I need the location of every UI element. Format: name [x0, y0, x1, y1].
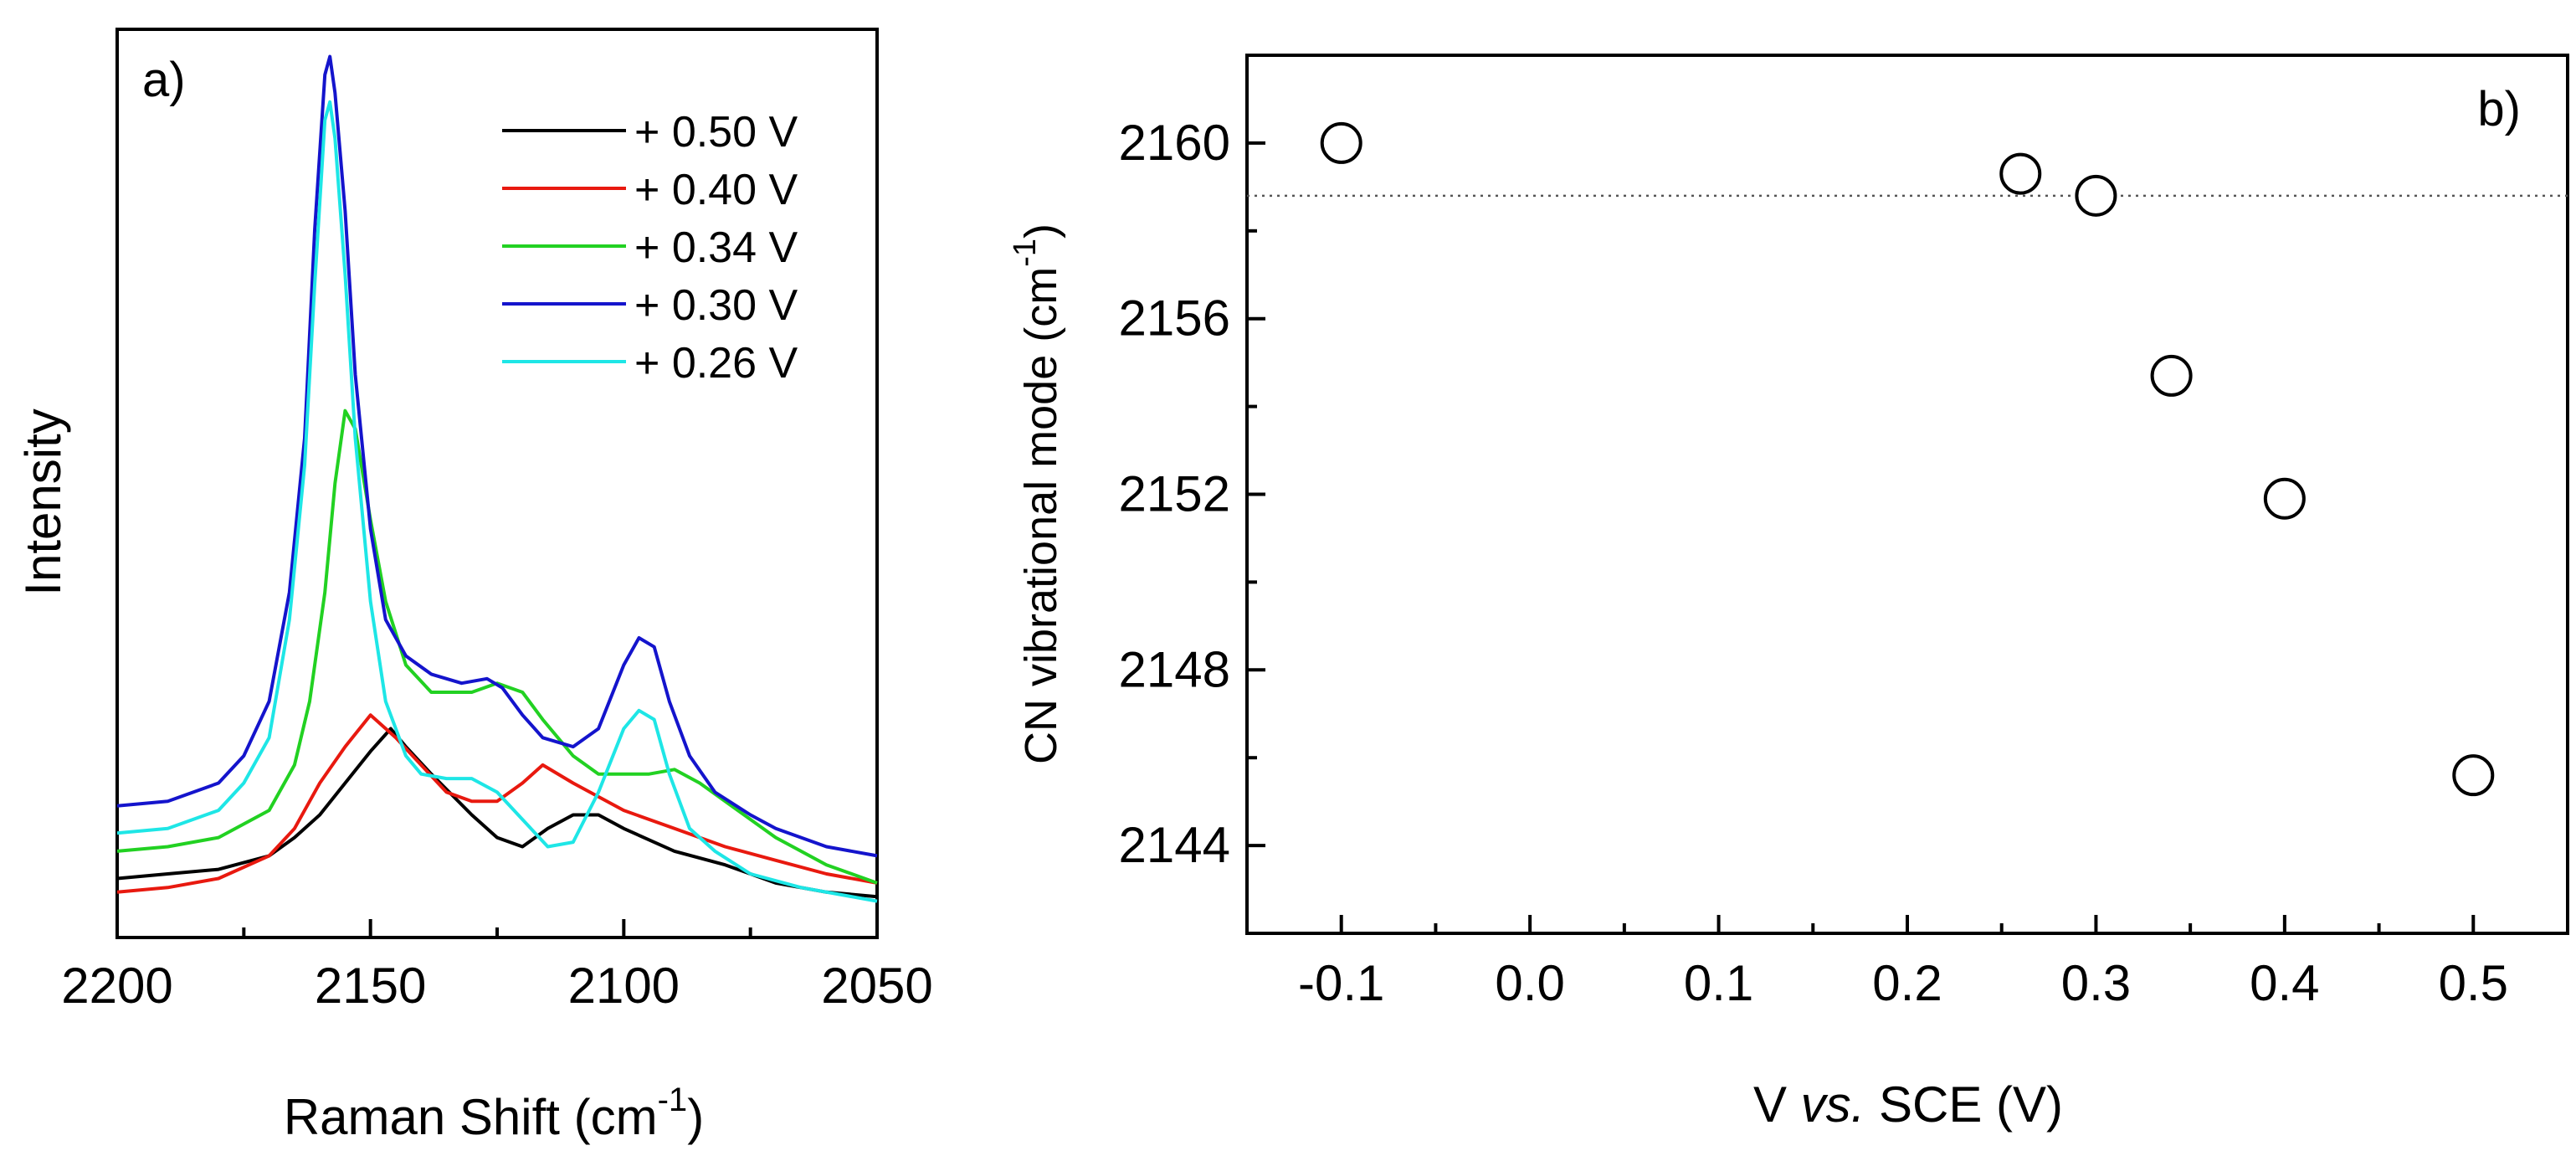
panel-a-x-axis-label: Raman Shift (cm-1)	[284, 1081, 704, 1145]
panel-b-y-tick-label: 2144	[1119, 817, 1230, 873]
panel-a-raman-spectra: a) 2200 2150 2100 2050 + 0.50 V+ 0.40 V+ 0.…	[15, 28, 933, 1145]
data-point	[2150, 354, 2193, 397]
series-line-0-50-v	[116, 727, 878, 899]
panel-a-x-tick-label: 2200	[61, 958, 172, 1014]
data-point	[1320, 121, 1362, 164]
panel-b-y-tick-label: 2152	[1119, 466, 1230, 522]
panel-a-x-tick-label: 2050	[821, 958, 932, 1014]
panel-a-y-axis-label: Intensity	[15, 408, 71, 595]
panel-b-cn-mode-vs-potential: b) -0.1 0.0 0.1 0.2 0.3 0.4 0.5 2144 2148 2152 215…	[1008, 54, 2569, 1133]
series-line-0-34-v	[116, 408, 878, 885]
panel-b-y-tick-label: 2160	[1119, 115, 1230, 171]
panel-b-x-tick-label: 0.4	[2250, 955, 2319, 1011]
panel-b-label: b)	[2477, 82, 2521, 136]
panel-b-data-points	[1320, 121, 2495, 797]
series-line-0-30-v	[116, 54, 878, 858]
panel-a-series-group	[116, 54, 878, 903]
panel-a-x-tick-label: 2100	[568, 958, 680, 1014]
data-point	[2075, 174, 2117, 217]
panel-b-x-tick-label: 0.5	[2439, 955, 2508, 1011]
panel-b-plot-frame	[1245, 54, 2569, 935]
panel-b-x-axis-label: V vs. SCE (V)	[1753, 1076, 2063, 1133]
legend-label-0-26-v: + 0.26 V	[634, 339, 798, 388]
series-line-0-26-v	[116, 100, 878, 903]
panel-b-y-axis-label: CN vibrational mode (cm-1)	[1008, 223, 1066, 764]
panel-b-x-tick-label: 0.0	[1495, 955, 1564, 1011]
panel-b-x-tick-label: 0.1	[1684, 955, 1753, 1011]
panel-b-x-tick-label: 0.2	[1872, 955, 1942, 1011]
panel-b-y-tick-label: 2148	[1119, 641, 1230, 697]
panel-b-x-tick-label: 0.3	[2061, 955, 2131, 1011]
panel-a-x-tick-label: 2150	[315, 958, 426, 1014]
panel-a-legend: + 0.50 V + 0.40 V + 0.34 V + 0.30 V + 0.26 V	[502, 108, 798, 388]
legend-label-0-50-v: + 0.50 V	[634, 108, 798, 157]
panel-a-x-axis: 2200 2150 2100 2050	[61, 919, 933, 1014]
legend-label-0-34-v: + 0.34 V	[634, 223, 798, 272]
panel-b-axes: -0.1 0.0 0.1 0.2 0.3 0.4 0.5 2144 2148 2152 2156 21…	[1119, 115, 2568, 1011]
panel-a-label: a)	[142, 53, 186, 107]
panel-b-x-tick-label: -0.1	[1298, 955, 1384, 1011]
legend-label-0-40-v: + 0.40 V	[634, 166, 798, 214]
data-point	[2263, 477, 2306, 520]
panel-b-y-tick-label: 2156	[1119, 290, 1230, 347]
legend-label-0-30-v: + 0.30 V	[634, 281, 798, 330]
data-point	[1999, 152, 2042, 195]
data-point	[2452, 754, 2495, 797]
